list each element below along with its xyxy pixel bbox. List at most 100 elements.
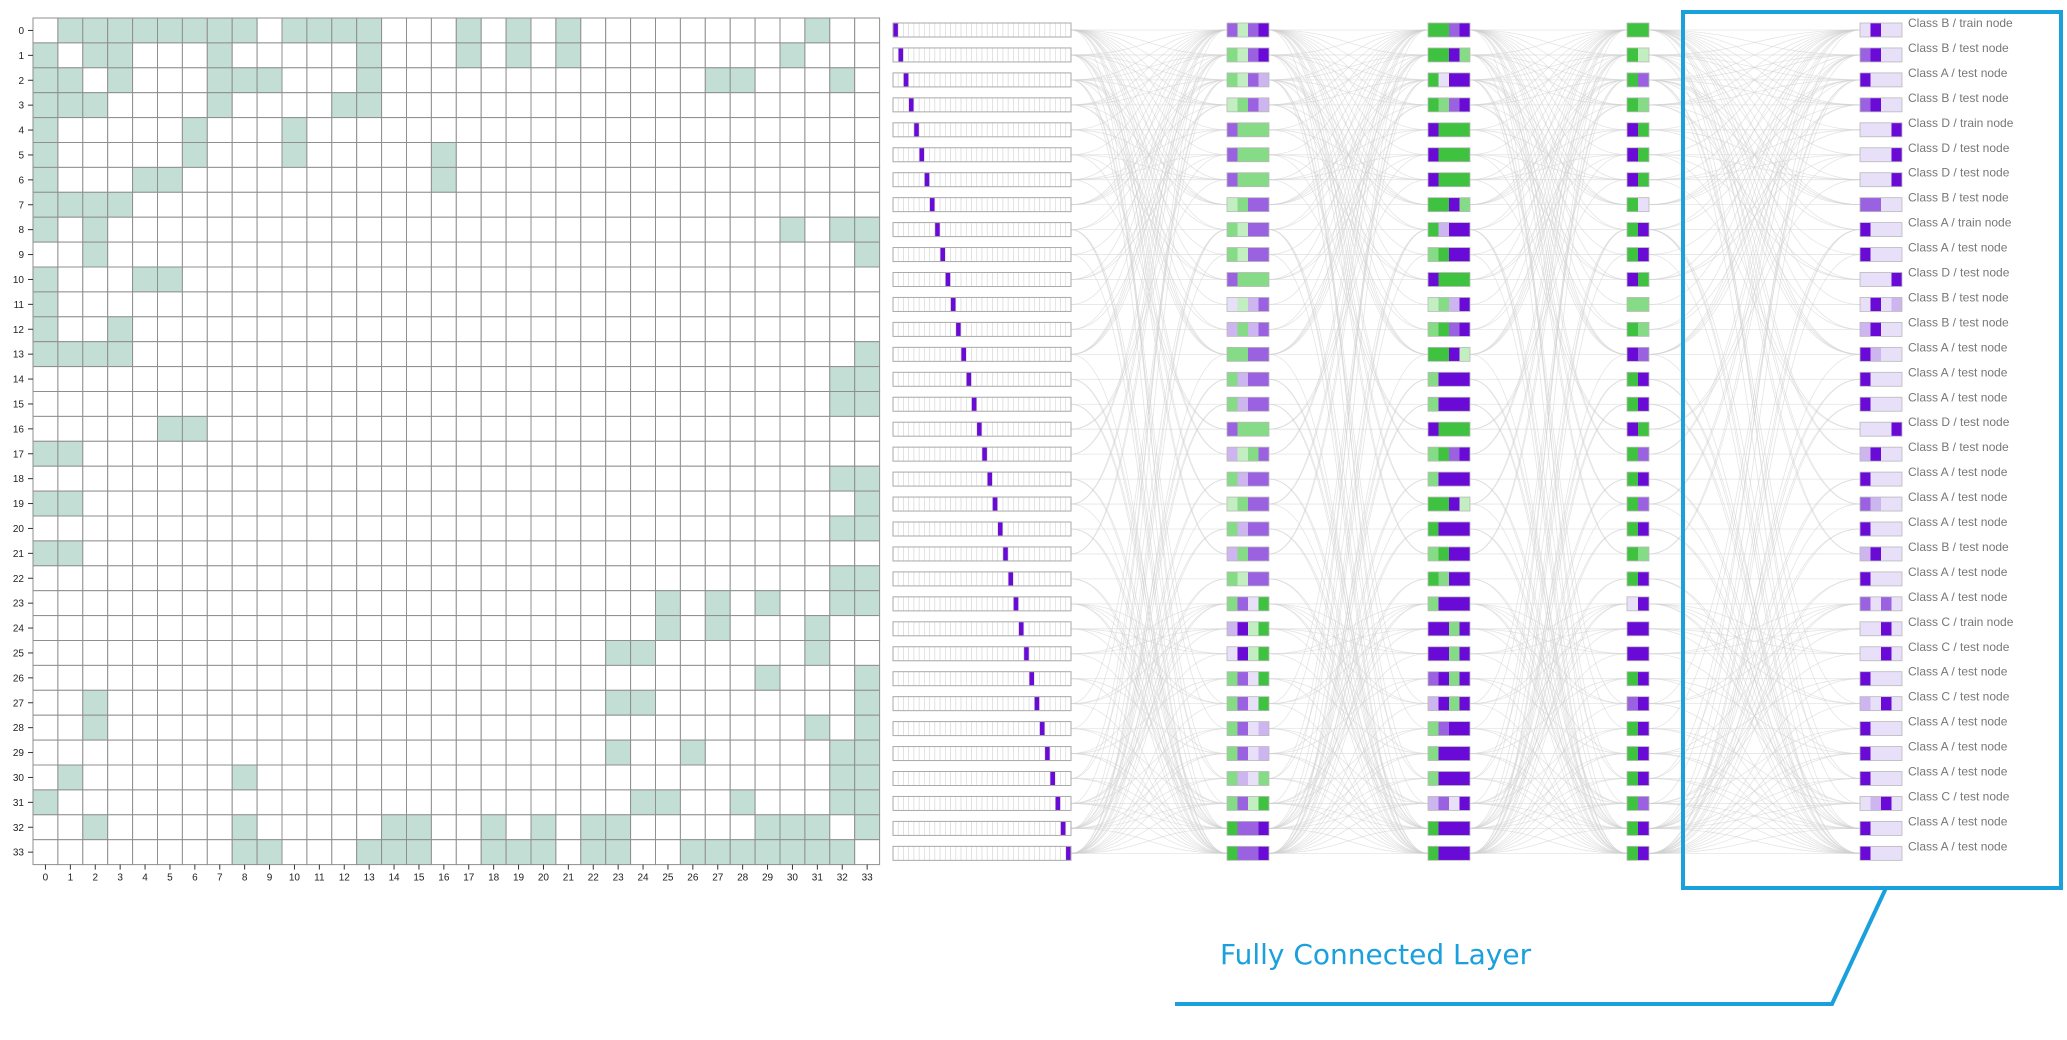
input-cell xyxy=(965,621,972,637)
matrix-row-label: 16 xyxy=(13,424,25,435)
hidden3-vector xyxy=(1626,421,1650,437)
input-cell xyxy=(997,347,1004,362)
matrix-cell xyxy=(505,465,532,492)
matrix-cell xyxy=(381,391,408,417)
matrix-cell xyxy=(157,415,183,442)
hidden2-cell xyxy=(1459,771,1470,786)
input-cell xyxy=(1065,671,1072,687)
input-cell xyxy=(1002,721,1009,736)
hidden2-cell xyxy=(1428,821,1439,836)
input-cell xyxy=(908,796,915,811)
input-cell xyxy=(897,247,904,262)
matrix-cell xyxy=(580,789,607,816)
hidden1-cell xyxy=(1258,47,1269,62)
output-cell xyxy=(1891,372,1902,387)
output-cell xyxy=(1860,172,1871,187)
input-cell xyxy=(903,621,910,637)
input-cell xyxy=(1002,771,1009,786)
matrix-cell xyxy=(306,42,333,69)
input-cell xyxy=(945,496,951,512)
node-class-label: Class B / test node xyxy=(1908,440,2009,454)
input-cell xyxy=(1028,147,1035,163)
matrix-cell xyxy=(655,689,681,716)
matrix-cell xyxy=(530,640,557,666)
matrix-cell xyxy=(455,515,482,542)
output-vector xyxy=(1859,247,1903,262)
input-cell xyxy=(971,646,978,662)
input-cell xyxy=(1054,247,1061,262)
matrix-cell xyxy=(356,565,383,592)
connection-edge xyxy=(1648,628,1861,655)
matrix-cell xyxy=(256,17,283,44)
output-cell xyxy=(1881,222,1892,237)
matrix-cell xyxy=(729,515,756,542)
matrix-cell xyxy=(181,440,208,467)
input-cell xyxy=(960,72,967,88)
input-cell xyxy=(897,72,904,88)
output-cell xyxy=(1881,297,1892,312)
input-cell xyxy=(913,347,920,362)
input-cell xyxy=(955,496,962,512)
matrix-cell xyxy=(729,415,756,442)
output-vector xyxy=(1859,371,1903,387)
connection-edge xyxy=(1268,478,1429,829)
input-cell xyxy=(892,396,899,412)
matrix-cell xyxy=(107,839,134,866)
input-cell xyxy=(997,846,1004,861)
matrix-cell xyxy=(381,67,408,94)
input-cell xyxy=(924,696,930,711)
matrix-cell xyxy=(704,440,731,467)
matrix-cell xyxy=(181,814,208,841)
matrix-cell xyxy=(455,117,482,143)
matrix-col-label: 22 xyxy=(588,873,600,884)
matrix-row-label: 15 xyxy=(13,399,25,410)
input-cell xyxy=(945,322,951,337)
hidden2-cell xyxy=(1449,147,1460,162)
matrix-cell xyxy=(331,689,358,716)
matrix-cell xyxy=(256,465,283,492)
hidden2-cell xyxy=(1428,671,1439,686)
matrix-cell xyxy=(854,664,881,691)
hidden3-cell xyxy=(1638,596,1649,611)
matrix-cell xyxy=(530,789,557,816)
matrix-cell xyxy=(281,714,308,741)
matrix-cell xyxy=(679,615,706,641)
input-cell xyxy=(965,646,972,662)
input-cell xyxy=(992,521,999,537)
output-cell xyxy=(1870,197,1881,212)
matrix-cell xyxy=(580,465,607,492)
input-cell xyxy=(1054,646,1061,662)
connection-edge xyxy=(1070,79,1228,729)
input-cell xyxy=(1013,621,1019,637)
input-cell xyxy=(1013,521,1019,537)
matrix-cell xyxy=(630,764,656,791)
hidden1-cell xyxy=(1248,821,1259,836)
matrix-cell xyxy=(281,490,308,517)
input-cell xyxy=(1049,297,1056,312)
output-cell xyxy=(1870,497,1881,512)
input-cell xyxy=(976,496,983,512)
input-cell xyxy=(908,746,915,761)
matrix-cell xyxy=(231,67,258,94)
matrix-cell xyxy=(331,515,358,542)
connection-edge xyxy=(1648,254,1861,854)
matrix-cell xyxy=(480,216,507,243)
matrix-cell xyxy=(57,590,84,617)
hidden2-vector xyxy=(1427,421,1471,437)
output-cell xyxy=(1870,821,1881,836)
matrix-cell xyxy=(406,117,432,143)
input-cell xyxy=(960,771,967,786)
hidden3-cell xyxy=(1627,497,1638,512)
hidden2-vector xyxy=(1427,596,1471,612)
matrix-cell xyxy=(181,490,208,517)
input-cell xyxy=(945,22,951,38)
output-cell xyxy=(1891,397,1902,412)
hidden2-cell xyxy=(1449,721,1460,736)
input-cell xyxy=(1044,671,1051,687)
input-cell xyxy=(892,47,899,63)
input-cell xyxy=(1013,247,1019,262)
matrix-cell xyxy=(331,216,358,243)
input-cell xyxy=(1018,571,1025,587)
matrix-cell xyxy=(206,241,233,268)
matrix-cell xyxy=(381,490,408,517)
